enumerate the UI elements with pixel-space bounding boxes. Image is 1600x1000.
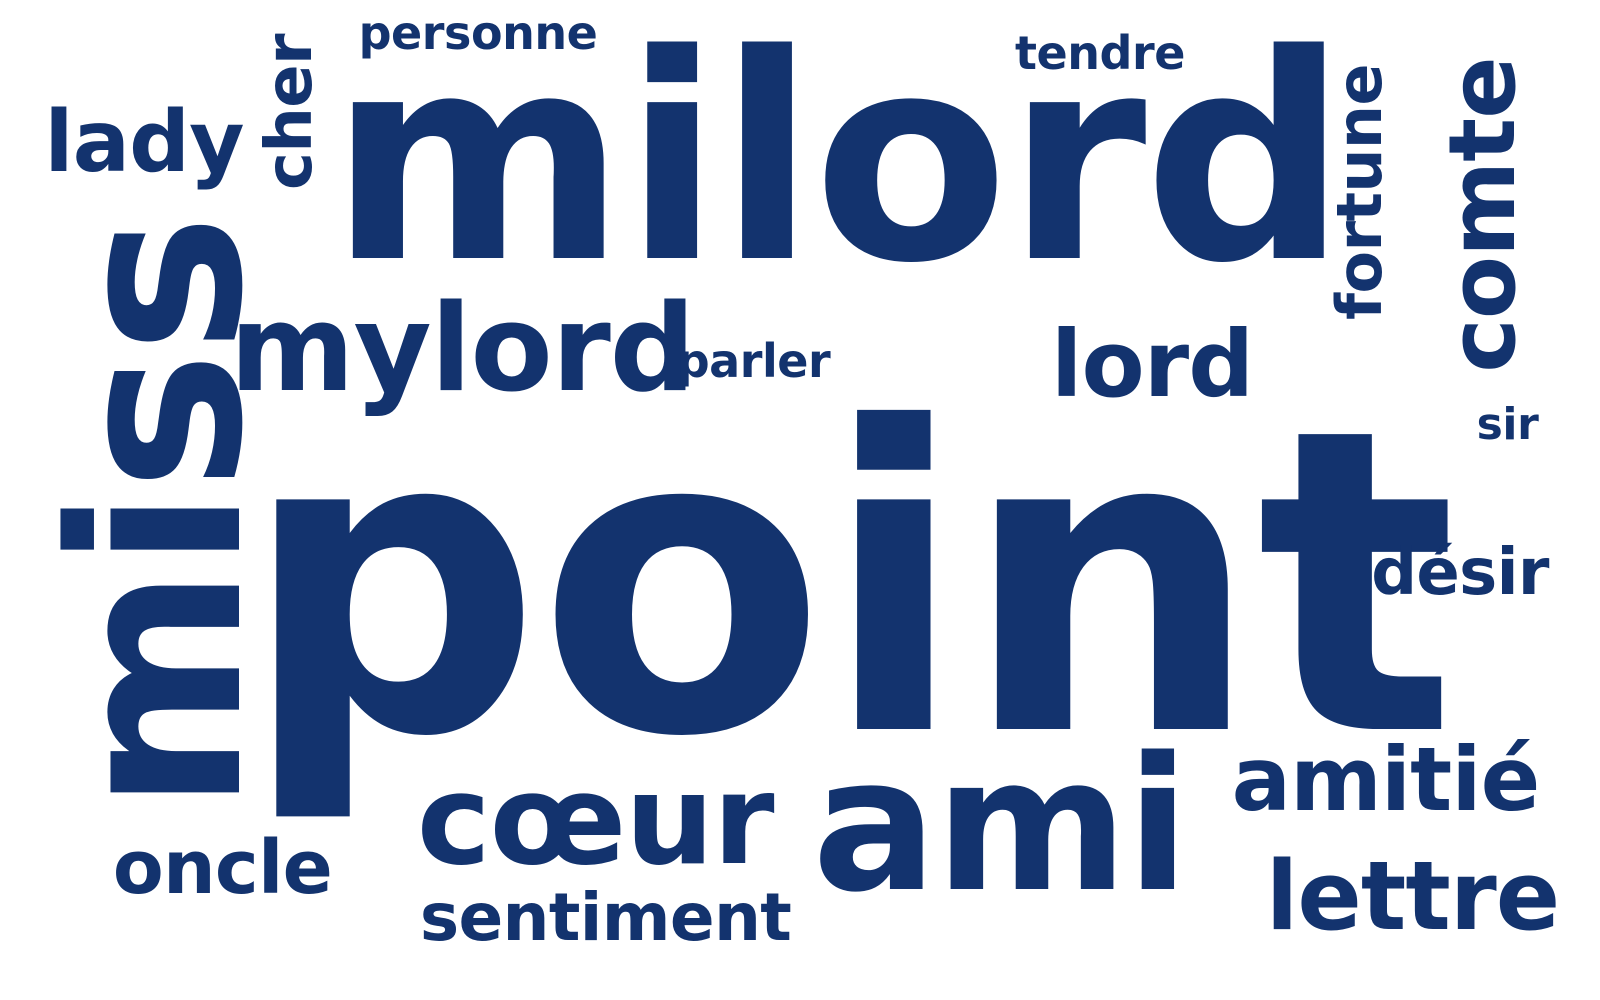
word-desir: désir (1371, 535, 1549, 610)
word-milord: milord (329, 0, 1347, 326)
word-amitie: amitié (1231, 728, 1541, 831)
word-personne: personne (358, 5, 598, 60)
word-sentiment: sentiment (419, 878, 792, 956)
word-point: point (241, 340, 1457, 829)
word-mylord: mylord (229, 280, 696, 419)
word-parler: parler (676, 334, 831, 388)
word-fortune: fortune (1323, 64, 1396, 320)
word-lord: lord (1050, 311, 1254, 418)
word-lettre: lettre (1265, 842, 1560, 952)
word-sir: sir (1476, 398, 1539, 450)
word-oncle: oncle (112, 824, 333, 911)
word-cher: cher (253, 34, 327, 190)
word-ami: ami (812, 716, 1189, 933)
word-tendre: tendre (1015, 25, 1185, 80)
word-comte: comte (1429, 57, 1536, 373)
word-coeur: cœur (416, 747, 775, 893)
word-lady: lady (44, 92, 244, 192)
